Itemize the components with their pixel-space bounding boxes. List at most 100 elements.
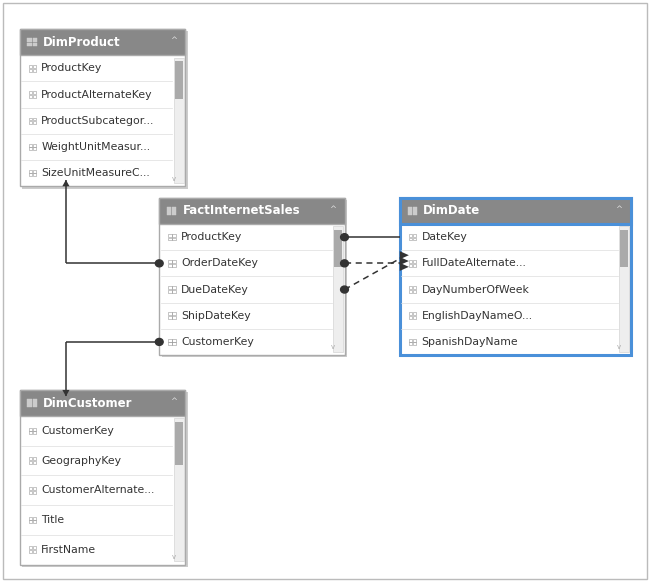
Bar bbox=[408, 207, 412, 211]
Bar bbox=[409, 264, 412, 267]
Circle shape bbox=[341, 286, 348, 293]
Bar bbox=[413, 286, 416, 289]
Bar bbox=[172, 316, 176, 319]
Bar bbox=[29, 428, 32, 431]
Bar bbox=[408, 211, 412, 215]
Bar bbox=[29, 550, 32, 553]
Bar bbox=[174, 418, 184, 561]
Bar bbox=[167, 207, 172, 211]
Bar bbox=[27, 403, 31, 407]
Bar bbox=[29, 118, 32, 120]
Bar bbox=[29, 121, 32, 124]
Bar bbox=[32, 91, 36, 94]
Text: Title: Title bbox=[41, 515, 64, 525]
FancyBboxPatch shape bbox=[22, 31, 188, 189]
Bar bbox=[174, 58, 184, 183]
Bar bbox=[168, 316, 172, 319]
Bar bbox=[175, 422, 183, 464]
Bar bbox=[409, 260, 412, 263]
FancyBboxPatch shape bbox=[3, 3, 647, 579]
Text: OrderDateKey: OrderDateKey bbox=[181, 258, 258, 268]
Bar bbox=[172, 339, 176, 342]
Bar bbox=[29, 147, 32, 150]
Polygon shape bbox=[62, 180, 70, 186]
Bar bbox=[29, 487, 32, 490]
Bar bbox=[32, 173, 36, 176]
Text: FactInternetSales: FactInternetSales bbox=[183, 204, 300, 218]
Bar bbox=[409, 290, 412, 293]
Polygon shape bbox=[400, 251, 409, 260]
Bar bbox=[409, 339, 412, 342]
Polygon shape bbox=[62, 390, 70, 396]
FancyBboxPatch shape bbox=[20, 390, 185, 565]
Bar bbox=[172, 211, 176, 215]
Text: ProductSubcategor...: ProductSubcategor... bbox=[41, 116, 155, 126]
Bar bbox=[172, 264, 176, 267]
Text: CustomerKey: CustomerKey bbox=[181, 337, 254, 347]
Bar bbox=[172, 342, 176, 345]
Bar bbox=[29, 457, 32, 460]
Bar bbox=[413, 207, 417, 211]
FancyBboxPatch shape bbox=[20, 29, 185, 186]
Bar bbox=[413, 313, 416, 315]
FancyBboxPatch shape bbox=[20, 29, 185, 55]
Bar bbox=[32, 121, 36, 124]
Text: ^: ^ bbox=[170, 36, 177, 45]
Bar bbox=[32, 403, 36, 407]
Circle shape bbox=[155, 339, 163, 346]
Bar bbox=[168, 237, 172, 240]
FancyBboxPatch shape bbox=[400, 198, 630, 355]
Bar bbox=[27, 38, 31, 42]
Polygon shape bbox=[400, 257, 409, 265]
Bar bbox=[32, 69, 36, 72]
Bar bbox=[167, 211, 172, 215]
Text: FirstName: FirstName bbox=[41, 545, 96, 555]
Text: ProductKey: ProductKey bbox=[41, 63, 103, 73]
Bar bbox=[27, 42, 31, 47]
Bar bbox=[168, 313, 172, 315]
Bar bbox=[619, 226, 629, 352]
Bar bbox=[413, 339, 416, 342]
Bar bbox=[32, 517, 36, 520]
Circle shape bbox=[341, 233, 348, 241]
Bar bbox=[168, 290, 172, 293]
Bar bbox=[32, 147, 36, 150]
Bar bbox=[413, 260, 416, 263]
Bar bbox=[32, 42, 36, 47]
Bar bbox=[409, 342, 412, 345]
Bar bbox=[32, 428, 36, 431]
Bar bbox=[409, 237, 412, 240]
FancyBboxPatch shape bbox=[400, 198, 630, 224]
Bar bbox=[168, 342, 172, 345]
Bar bbox=[409, 286, 412, 289]
Text: CustomerAlternate...: CustomerAlternate... bbox=[41, 485, 155, 495]
Bar bbox=[29, 491, 32, 494]
Bar bbox=[27, 399, 31, 403]
FancyBboxPatch shape bbox=[162, 200, 347, 357]
Bar bbox=[29, 173, 32, 176]
Bar bbox=[29, 431, 32, 434]
Text: SizeUnitMeasureC...: SizeUnitMeasureC... bbox=[41, 168, 150, 178]
Text: ProductAlternateKey: ProductAlternateKey bbox=[41, 90, 153, 100]
Text: GeographyKey: GeographyKey bbox=[41, 456, 121, 466]
Bar bbox=[172, 237, 176, 240]
FancyBboxPatch shape bbox=[20, 390, 185, 416]
Bar bbox=[32, 118, 36, 120]
Bar bbox=[29, 461, 32, 464]
Text: EnglishDayNameO...: EnglishDayNameO... bbox=[421, 311, 532, 321]
Text: CustomerKey: CustomerKey bbox=[41, 426, 114, 436]
Bar bbox=[32, 491, 36, 494]
Text: ShipDateKey: ShipDateKey bbox=[181, 311, 251, 321]
Text: WeightUnitMeasur...: WeightUnitMeasur... bbox=[41, 142, 150, 152]
Bar bbox=[172, 234, 176, 237]
Text: ^: ^ bbox=[616, 205, 622, 214]
Bar bbox=[409, 313, 412, 315]
Text: ProductKey: ProductKey bbox=[181, 232, 242, 242]
Text: DueDateKey: DueDateKey bbox=[181, 285, 249, 294]
Polygon shape bbox=[400, 263, 409, 271]
Bar bbox=[32, 95, 36, 98]
FancyBboxPatch shape bbox=[402, 200, 633, 357]
Circle shape bbox=[155, 260, 163, 267]
Bar bbox=[29, 91, 32, 94]
Text: ^: ^ bbox=[330, 205, 336, 214]
